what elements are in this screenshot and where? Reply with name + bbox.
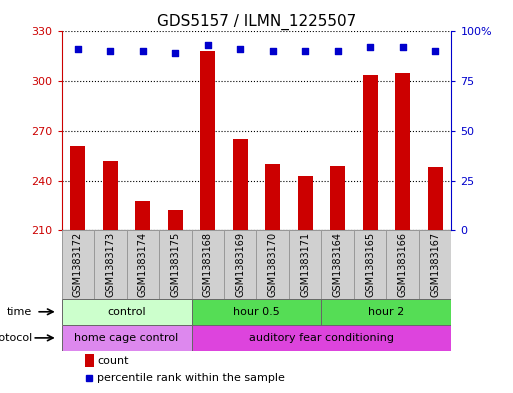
Bar <box>363 75 378 230</box>
Text: GSM1383174: GSM1383174 <box>138 232 148 297</box>
Point <box>74 46 82 53</box>
Bar <box>256 230 289 299</box>
Text: GSM1383166: GSM1383166 <box>398 232 408 297</box>
Bar <box>159 230 191 299</box>
Bar <box>265 164 280 230</box>
Text: auditory fear conditioning: auditory fear conditioning <box>249 333 394 343</box>
Text: GSM1383170: GSM1383170 <box>268 232 278 297</box>
Bar <box>191 325 451 351</box>
Text: GSM1383175: GSM1383175 <box>170 232 180 297</box>
Text: time: time <box>7 307 32 317</box>
Point <box>269 48 277 55</box>
Text: protocol: protocol <box>0 333 32 343</box>
Bar <box>428 167 443 230</box>
Text: GSM1383164: GSM1383164 <box>333 232 343 297</box>
Bar <box>135 200 150 230</box>
Bar <box>233 139 248 230</box>
Text: GSM1383165: GSM1383165 <box>365 232 375 297</box>
Text: count: count <box>97 356 129 366</box>
Bar <box>62 299 191 325</box>
Bar <box>322 230 354 299</box>
Bar <box>354 230 386 299</box>
Text: GSM1383167: GSM1383167 <box>430 232 440 297</box>
Bar <box>298 176 312 230</box>
Bar <box>201 51 215 230</box>
Text: hour 0.5: hour 0.5 <box>233 307 280 317</box>
Bar <box>322 299 451 325</box>
Bar <box>127 230 159 299</box>
Bar <box>168 211 183 230</box>
Point <box>236 46 244 53</box>
Text: hour 2: hour 2 <box>368 307 405 317</box>
Point <box>139 48 147 55</box>
Bar <box>191 299 322 325</box>
Point <box>171 50 180 57</box>
Text: GSM1383169: GSM1383169 <box>235 232 245 297</box>
Bar <box>289 230 322 299</box>
Bar <box>62 325 191 351</box>
Bar <box>224 230 256 299</box>
Bar <box>386 230 419 299</box>
Bar <box>62 230 94 299</box>
Point <box>333 48 342 55</box>
Text: home cage control: home cage control <box>74 333 179 343</box>
Bar <box>103 161 117 230</box>
Point <box>431 48 439 55</box>
Bar <box>419 230 451 299</box>
Text: GSM1383171: GSM1383171 <box>300 232 310 297</box>
Text: control: control <box>107 307 146 317</box>
Text: percentile rank within the sample: percentile rank within the sample <box>97 373 285 383</box>
Title: GDS5157 / ILMN_1225507: GDS5157 / ILMN_1225507 <box>157 14 356 30</box>
Point <box>106 48 114 55</box>
Text: GSM1383168: GSM1383168 <box>203 232 213 297</box>
Point <box>301 48 309 55</box>
Point <box>204 42 212 48</box>
Point <box>399 44 407 50</box>
Bar <box>396 73 410 230</box>
Bar <box>70 146 85 230</box>
Bar <box>330 166 345 230</box>
Bar <box>85 354 93 367</box>
Text: GSM1383172: GSM1383172 <box>73 232 83 297</box>
Bar <box>94 230 127 299</box>
Text: GSM1383173: GSM1383173 <box>105 232 115 297</box>
Point <box>366 44 374 50</box>
Bar <box>191 230 224 299</box>
